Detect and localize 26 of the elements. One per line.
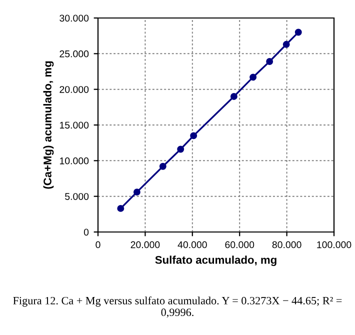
y-tick-label: 10.000 bbox=[60, 157, 89, 164]
x-tick-label: 60.000 bbox=[225, 241, 254, 248]
y-tick-label: 15.000 bbox=[60, 122, 89, 129]
point bbox=[250, 74, 257, 81]
x-tick-label: 80.000 bbox=[272, 241, 302, 248]
point bbox=[190, 132, 198, 140]
point bbox=[117, 204, 124, 212]
y-axis-title: (Ca+Mg) acumulado, mg bbox=[43, 61, 54, 189]
point bbox=[230, 92, 238, 100]
point bbox=[133, 188, 140, 196]
x-tick-label: 0 bbox=[96, 241, 100, 248]
x-tick-label: 40.000 bbox=[178, 241, 207, 248]
y-tick-label: 25.000 bbox=[60, 50, 89, 58]
point bbox=[159, 162, 166, 170]
point bbox=[282, 40, 290, 48]
y-tick-label: 30.000 bbox=[60, 14, 89, 22]
point bbox=[266, 58, 274, 65]
text: Figura 12. Ca + Mg versus sulfato acumulado. Y = 0.3273X − 44.65; R² = 0,9996. bbox=[13, 296, 342, 318]
x-tick-label: 20.000 bbox=[130, 241, 160, 248]
x-tick-label: 100.000 bbox=[317, 241, 352, 248]
y-tick-label: 5.000 bbox=[65, 193, 89, 200]
point bbox=[177, 146, 184, 153]
y-tick-label: 0 bbox=[84, 228, 89, 236]
point bbox=[294, 28, 302, 36]
x-axis-title: Sulfato acumulado, mg bbox=[155, 256, 276, 266]
y-tick-label: 20.000 bbox=[60, 86, 89, 93]
